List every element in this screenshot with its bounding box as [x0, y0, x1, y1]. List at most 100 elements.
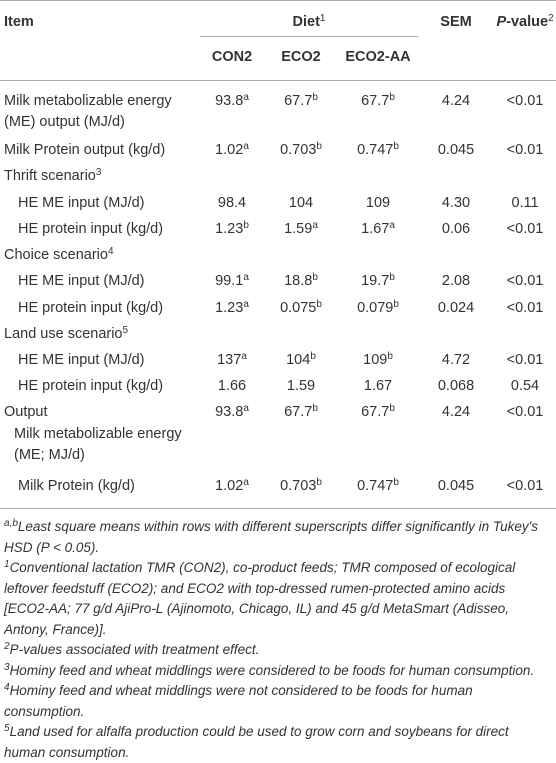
value: 0.747 [357, 477, 394, 494]
significance-letter: b [389, 402, 395, 414]
sem: 4.30 [441, 194, 471, 211]
sem-cell: 4.24 [418, 400, 494, 424]
row-label: HE protein input (kg/d) [18, 299, 164, 316]
value: 18.8 [284, 272, 313, 289]
sem: 0.024 [437, 299, 475, 316]
table-row: HE ME input (MJ/d) 137a 104 b 109b 4.72 <0.01 [0, 348, 556, 374]
value-cell: 0.747b [338, 138, 418, 164]
value: 1.02 [215, 141, 244, 158]
header-cell: ECO2-AA [338, 37, 418, 81]
footnote: 4Hominy feed and wheat middlings were no… [4, 681, 552, 722]
significance-letter: b [312, 271, 318, 283]
p-cell: <0.01 [494, 348, 556, 374]
value-cell: 109 [338, 191, 418, 217]
value-cell: 93.8a [200, 81, 264, 138]
value-cell [200, 322, 264, 348]
significance-letter: b [316, 140, 322, 152]
header-diet: Diet [292, 14, 320, 30]
value-cell: 1.67a [338, 217, 418, 243]
value: 1.59 [284, 220, 313, 237]
p-cell [494, 164, 556, 191]
value-cell: 1.02a [200, 468, 264, 509]
significance-letter: a [243, 92, 249, 103]
data-table: Item Diet1 SEM P-value2 CON2 ECO2 ECO2-AA Milk … [0, 0, 556, 509]
value-cell: 98.4 [200, 191, 264, 217]
value-cell: 0.703b [264, 138, 338, 164]
sem-cell: 4.24 [418, 81, 494, 138]
footnote: a,bLeast square means within rows with d… [4, 517, 552, 558]
significance-letter: a [241, 350, 247, 362]
footnotes: a,bLeast square means within rows with d… [0, 509, 556, 763]
row-label: Choice scenario [4, 246, 108, 263]
value: 1.23 [215, 299, 244, 316]
table-row: Milk metabolizable energy (ME) output (M… [0, 81, 556, 138]
value: 99.1 [215, 272, 244, 289]
row-label-cell: HE ME input (MJ/d) [0, 191, 200, 217]
footnote-text: Least square means within rows with diff… [4, 519, 538, 555]
value: 93.8 [215, 403, 244, 420]
value: 109 [363, 351, 388, 368]
significance-letter: a [243, 476, 249, 488]
p-value: 0.11 [511, 194, 539, 211]
value: 19.7 [361, 272, 390, 289]
row-label: Thrift scenario [4, 167, 96, 184]
value-cell: 0.703b [264, 468, 338, 509]
significance-letter: b [312, 92, 318, 103]
value-cell: 109b [338, 348, 418, 374]
sem: 0.045 [437, 141, 475, 158]
value: 0.079 [357, 299, 394, 316]
header-sem: SEM [440, 14, 472, 30]
value-cell: 1.66 [200, 374, 264, 400]
value: 93.8 [215, 93, 244, 109]
p-cell: <0.01 [494, 296, 556, 322]
footnote-ref: 1 [319, 13, 326, 24]
sem-cell [418, 424, 494, 468]
p-value: 0.54 [510, 377, 540, 394]
footnote-ref: 4 [107, 245, 114, 257]
value: 67.7 [284, 403, 313, 420]
footnote: 3Hominy feed and wheat middlings were co… [4, 661, 552, 682]
footnote-mark: 1 [4, 559, 10, 570]
significance-letter: b [387, 350, 393, 362]
sem: 0.06 [441, 220, 471, 237]
footnote-text: Hominy feed and wheat middlings were not… [4, 683, 473, 719]
value-cell: 137a [200, 348, 264, 374]
row-label: Milk Protein output (kg/d) [4, 141, 166, 158]
row-label: Milk metabolizable energy (ME) output (M… [4, 93, 172, 130]
footnote: 2P-values associated with treatment effe… [4, 640, 552, 661]
row-label: Milk metabolizable energy (ME; MJ/d) [14, 425, 182, 463]
footnote-ref: 5 [122, 324, 129, 336]
value-cell: 67.7b [264, 400, 338, 424]
value-cell [338, 424, 418, 468]
table-row: Thrift scenario3 [0, 164, 556, 191]
treatment-name: ECO2-AA [345, 49, 411, 65]
row-label: Land use scenario [4, 325, 123, 342]
sem: 4.72 [441, 351, 471, 368]
table-row: HE protein input (kg/d) 1.23a 0.075b 0.079b… [0, 296, 556, 322]
significance-letter: a [243, 271, 249, 283]
significance-letter: b [312, 402, 318, 414]
value: 104 [286, 351, 311, 368]
header-cell: CON2 [200, 37, 264, 81]
p-value: <0.01 [506, 351, 544, 368]
header-cell: SEM [418, 1, 494, 81]
table-row: HE protein input (kg/d) 1.23b 1.59a 1.67a 0.… [0, 217, 556, 243]
significance-letter: b [393, 140, 399, 152]
value-cell: 1.23a [200, 296, 264, 322]
row-label: Milk Protein (kg/d) [18, 477, 135, 494]
row-label: Output [4, 403, 48, 420]
p-value: <0.01 [506, 272, 544, 289]
value-cell: 67.7b [338, 81, 418, 138]
table-row: HE ME input (MJ/d) 98.4 104 109 4.30 0.11 [0, 191, 556, 217]
row-label-cell: HE ME input (MJ/d) [0, 348, 200, 374]
significance-letter: b [393, 476, 399, 488]
value: 1.59 [286, 377, 316, 394]
p-value: <0.01 [506, 477, 544, 494]
table-row: Milk metabolizable energy (ME; MJ/d) [0, 424, 556, 468]
value: 1.23 [215, 220, 244, 237]
value: 0.075 [280, 299, 317, 316]
significance-letter: a [243, 140, 249, 152]
footnote: 1Conventional lactation TMR (CON2), co-p… [4, 558, 552, 640]
sem-cell: 4.72 [418, 348, 494, 374]
significance-letter: b [389, 271, 395, 283]
